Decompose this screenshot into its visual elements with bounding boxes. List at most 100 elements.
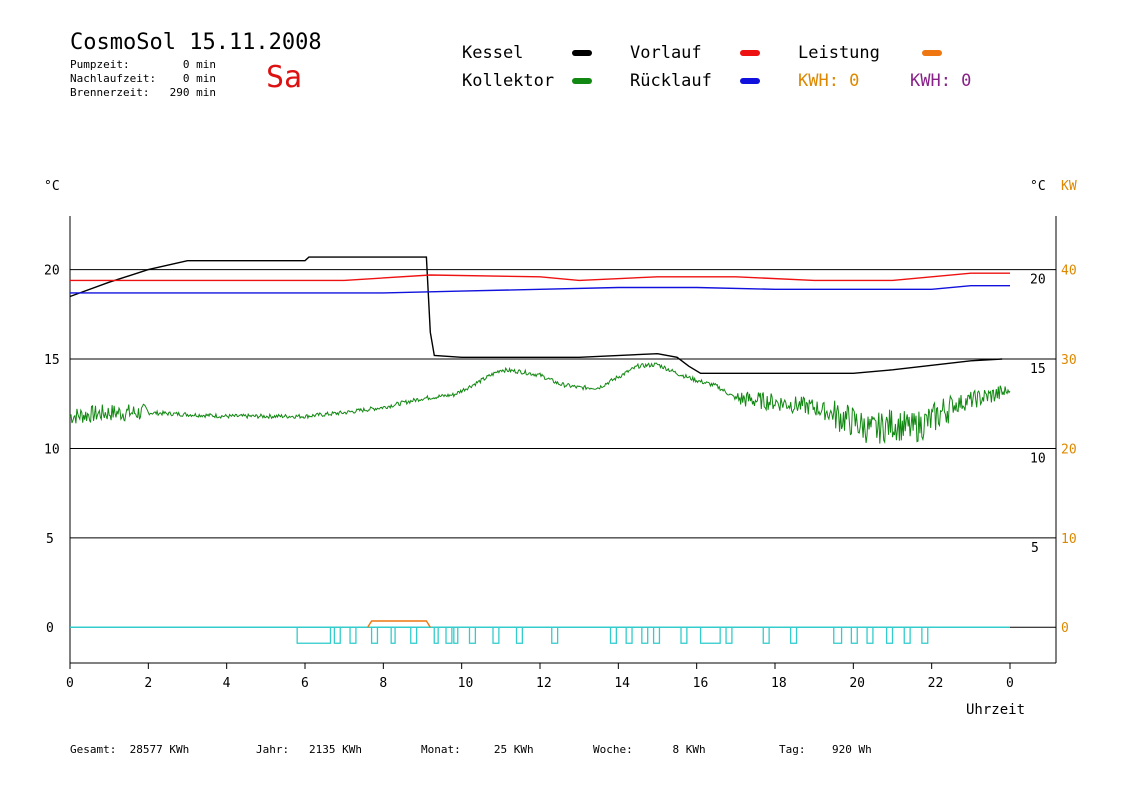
y-right-power-tick-label: 30 — [1061, 353, 1077, 368]
x-tick-label: 6 — [301, 676, 309, 691]
pump-signal — [70, 626, 1010, 644]
stat-value: 0 min — [182, 58, 216, 71]
chart-grid — [70, 269, 1056, 628]
footer-label: Tag: — [779, 743, 806, 756]
footer-woche: Woche: 8 KWh — [593, 743, 706, 756]
pump-pulse — [903, 626, 911, 644]
stat-value: 0 min — [182, 72, 216, 85]
pump-pulse — [762, 626, 770, 644]
pump-pulse — [609, 626, 618, 644]
y-right-power-tick-label: 10 — [1061, 532, 1077, 547]
x-tick-label: 14 — [614, 676, 630, 691]
y-right-temp-tick-label: 20 — [1030, 273, 1046, 288]
pump-pulse — [453, 626, 459, 644]
legend-ruecklauf-label: Rücklauf — [630, 71, 712, 91]
pump-pulse — [492, 626, 500, 644]
pump-pulse — [641, 626, 649, 644]
footer-value: 25 KWh — [493, 743, 534, 756]
legend-kessel-swatch — [572, 50, 592, 56]
y-right-temp-tick-label: 15 — [1030, 362, 1046, 377]
pump-pulse — [433, 626, 439, 644]
footer-gesamt: Gesamt: 28577 KWh — [70, 743, 189, 756]
pump-pulse — [921, 626, 929, 644]
y-right-temp-tick-label: 5 — [1031, 541, 1039, 556]
legend-leistung-label: Leistung — [798, 43, 880, 63]
pump-pulse — [680, 626, 688, 644]
chart-ticks: 0 2 4 6 8 10 12 14 16 18 20 22 0 0 5 10 15 20 5 10 15 20 0 10 20… — [44, 264, 1077, 691]
footer-tag: Tag: 920 Wh — [779, 743, 872, 756]
y-left-tick-label: 15 — [44, 353, 60, 368]
page-title: CosmoSol 15.11.2008 — [70, 30, 322, 55]
x-tick-label: 16 — [693, 676, 709, 691]
stat-value: 290 min — [169, 86, 216, 99]
y-left-tick-label: 20 — [44, 264, 60, 279]
y-left-tick-label: 10 — [44, 442, 60, 457]
footer-label: Monat: — [421, 743, 461, 756]
footer-value: 28577 KWh — [129, 743, 190, 756]
pump-pulse — [551, 626, 559, 644]
stat-label: Nachlaufzeit: — [70, 72, 157, 85]
x-tick-label: 20 — [849, 676, 865, 691]
footer-jahr: Jahr: 2135 KWh — [256, 743, 362, 756]
stat-label: Brennerzeit: — [70, 86, 150, 99]
stat-label: Pumpzeit: — [70, 58, 130, 71]
legend-kollektor-swatch — [572, 78, 592, 84]
legend-kwh-leistung: KWH: 0 — [798, 71, 860, 91]
pump-pulse — [652, 626, 661, 644]
weekday-label: Sa — [266, 60, 303, 95]
pump-pulse — [370, 626, 379, 644]
pump-pulse — [699, 626, 721, 644]
y-right-power-tick-label: 20 — [1061, 442, 1077, 457]
pump-pulse — [850, 626, 858, 644]
series-line-kessel — [69, 256, 1003, 374]
pump-pulse — [349, 626, 357, 644]
series-line-vorlauf — [70, 272, 1010, 282]
pump-pulse — [625, 626, 633, 644]
series-line-kollektor — [69, 362, 1011, 445]
stat-brennerzeit: Brennerzeit: 290 min — [70, 86, 216, 100]
legend-kollektor-label: Kollektor — [462, 71, 555, 91]
x-tick-label: 4 — [223, 676, 231, 691]
legend-vorlauf-label: Vorlauf — [630, 43, 702, 63]
pump-pulse — [390, 626, 396, 644]
pump-pulse — [515, 626, 524, 644]
pump-pulse — [468, 626, 477, 644]
stat-nachlaufzeit: Nachlaufzeit: 0 min — [70, 72, 216, 86]
y-left-unit: °C — [44, 179, 60, 194]
x-axis-label: Uhrzeit — [966, 702, 1025, 718]
footer-label: Gesamt: — [70, 743, 117, 756]
y-left-tick-label: 5 — [46, 532, 54, 547]
pump-pulse — [410, 626, 418, 644]
y-right-temp-unit: °C — [1030, 179, 1046, 194]
legend-leistung-swatch — [922, 50, 942, 56]
footer-label: Woche: — [593, 743, 633, 756]
x-tick-label: 2 — [144, 676, 152, 691]
legend-kessel-label: Kessel — [462, 43, 524, 63]
chart-series — [69, 256, 1011, 628]
y-right-power-tick-label: 40 — [1061, 264, 1077, 279]
footer-value: 920 Wh — [832, 743, 872, 756]
pump-pulse — [445, 626, 453, 644]
x-tick-label: 8 — [379, 676, 387, 691]
legend-ruecklauf-swatch — [740, 78, 760, 84]
footer-monat: Monat: 25 KWh — [421, 743, 534, 756]
pump-pulse — [790, 626, 798, 644]
chart-axes — [69, 216, 1057, 664]
pump-pulse — [333, 626, 341, 644]
series-line-leistung — [367, 620, 431, 628]
pump-pulse — [885, 626, 894, 644]
x-tick-label: 22 — [928, 676, 944, 691]
pump-pulse — [725, 626, 733, 644]
footer-label: Jahr: — [256, 743, 290, 756]
y-right-power-unit: KW — [1061, 179, 1077, 194]
legend-kwh-second: KWH: 0 — [910, 71, 972, 91]
x-tick-label: 10 — [458, 676, 474, 691]
pump-pulse — [296, 626, 332, 644]
series-line-rcklauf — [70, 285, 1010, 294]
footer-value: 2135 KWh — [309, 743, 362, 756]
y-left-tick-label: 0 — [46, 621, 54, 636]
y-right-temp-tick-label: 10 — [1030, 451, 1046, 466]
footer-value: 8 KWh — [672, 743, 706, 756]
pump-pulse — [866, 626, 874, 644]
